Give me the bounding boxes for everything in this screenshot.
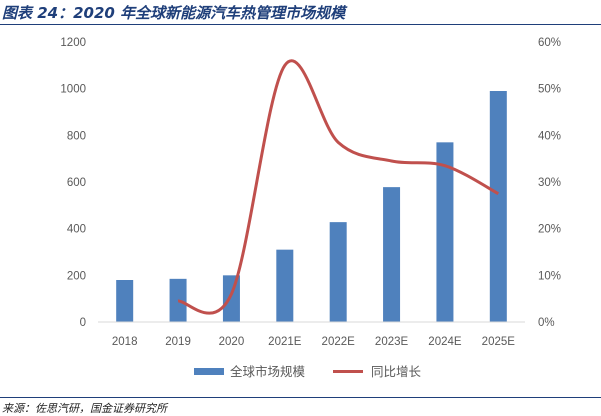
x-axis: 2018 2019 2020 2021E 2022E 2023E 2024E 2025E: [112, 336, 515, 348]
left-tick-label: 1200: [60, 37, 86, 49]
right-tick-label: 0%: [538, 317, 555, 329]
bar-series: [116, 91, 507, 322]
right-tick-label: 30%: [538, 177, 561, 189]
x-tick-label: 2022E: [322, 336, 356, 348]
title-bar: 图表 24：2020 年全球新能源汽车热管理市场规模: [0, 0, 601, 25]
x-tick-label: 2024E: [428, 336, 462, 348]
right-tick-label: 50%: [538, 84, 561, 96]
x-tick-label: 2023E: [375, 336, 409, 348]
bar: [276, 249, 294, 322]
right-tick-label: 10%: [538, 270, 561, 282]
bar: [489, 91, 507, 322]
left-tick-label: 400: [67, 224, 86, 236]
left-tick-label: 200: [67, 270, 86, 282]
left-tick-label: 800: [67, 130, 86, 142]
legend-line-label: 同比增长: [371, 364, 422, 379]
growth-line: [177, 59, 500, 315]
left-tick-label: 0: [80, 317, 86, 329]
bar: [329, 222, 347, 322]
legend-bar-label: 全球市场规模: [230, 364, 306, 379]
bar: [222, 275, 240, 322]
right-tick-label: 60%: [538, 37, 561, 49]
right-tick-label: 40%: [538, 130, 561, 142]
x-tick-label: 2020: [219, 336, 245, 348]
footer-divider: [0, 397, 601, 398]
left-tick-label: 1000: [60, 84, 86, 96]
x-tick-label: 2019: [165, 336, 191, 348]
x-tick-label: 2018: [112, 336, 138, 348]
right-tick-label: 20%: [538, 224, 561, 236]
chart-title: 图表 24：2020 年全球新能源汽车热管理市场规模: [2, 4, 346, 22]
x-tick-label: 2021E: [268, 336, 302, 348]
right-axis: 0% 10% 20% 30% 40% 50% 60%: [538, 37, 561, 329]
left-axis: 0 200 400 600 800 1000 1200: [60, 37, 86, 329]
source-note: 来源：佐思汽研，国金证券研究所: [2, 402, 167, 415]
bar: [116, 280, 134, 322]
legend: 全球市场规模 同比增长: [194, 364, 422, 379]
chart: 0 200 400 600 800 1000 1200 0% 10% 20% 30% 40% 50% 6…: [60, 37, 561, 379]
bar: [436, 142, 454, 322]
legend-bar-swatch: [194, 368, 224, 375]
bar: [383, 187, 401, 322]
x-tick-label: 2025E: [482, 336, 516, 348]
left-tick-label: 600: [67, 177, 86, 189]
